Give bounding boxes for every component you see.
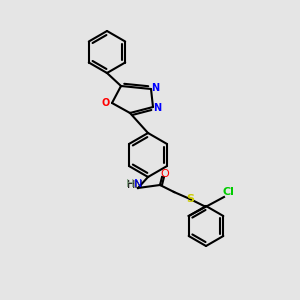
- Text: H: H: [126, 179, 134, 189]
- Text: O: O: [160, 169, 169, 179]
- Text: HN: HN: [127, 180, 143, 190]
- Text: O: O: [102, 98, 110, 108]
- Text: Cl: Cl: [222, 187, 234, 197]
- Text: N: N: [151, 83, 159, 93]
- Text: S: S: [186, 194, 194, 204]
- Text: N: N: [134, 179, 142, 189]
- Text: N: N: [153, 103, 161, 113]
